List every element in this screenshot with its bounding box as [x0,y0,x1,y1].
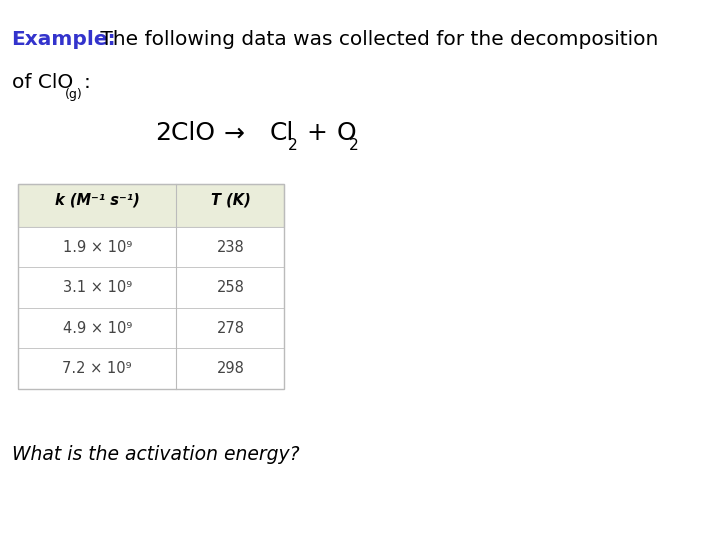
Text: 238: 238 [217,240,244,254]
Text: O: O [336,122,356,145]
Text: Cl: Cl [270,122,294,145]
Text: :: : [84,73,91,92]
Text: 4.9 × 10⁹: 4.9 × 10⁹ [63,321,132,335]
Text: The following data was collected for the decomposition: The following data was collected for the… [94,30,659,49]
Text: What is the activation energy?: What is the activation energy? [12,446,299,464]
Bar [18,184,284,389]
Text: 3.1 × 10⁹: 3.1 × 10⁹ [63,280,132,295]
Text: (g): (g) [65,88,83,101]
Bar [18,227,284,267]
Bar [18,308,284,348]
Text: +: + [306,122,327,145]
Text: 2: 2 [349,138,359,153]
Text: k (M⁻¹ s⁻¹): k (M⁻¹ s⁻¹) [55,193,140,207]
Text: 2ClO: 2ClO [155,122,215,145]
Text: 298: 298 [217,361,244,376]
Text: of ClO: of ClO [12,73,73,92]
Text: 2: 2 [288,138,298,153]
Text: 1.9 × 10⁹: 1.9 × 10⁹ [63,240,132,254]
Bar [18,348,284,389]
Bar [18,184,284,227]
Text: Example:: Example: [12,30,116,49]
Text: 7.2 × 10⁹: 7.2 × 10⁹ [63,361,132,376]
Text: T (K): T (K) [210,193,251,207]
Text: 258: 258 [217,280,244,295]
Text: 278: 278 [217,321,244,335]
Text: →: → [223,122,244,145]
Bar [18,267,284,308]
